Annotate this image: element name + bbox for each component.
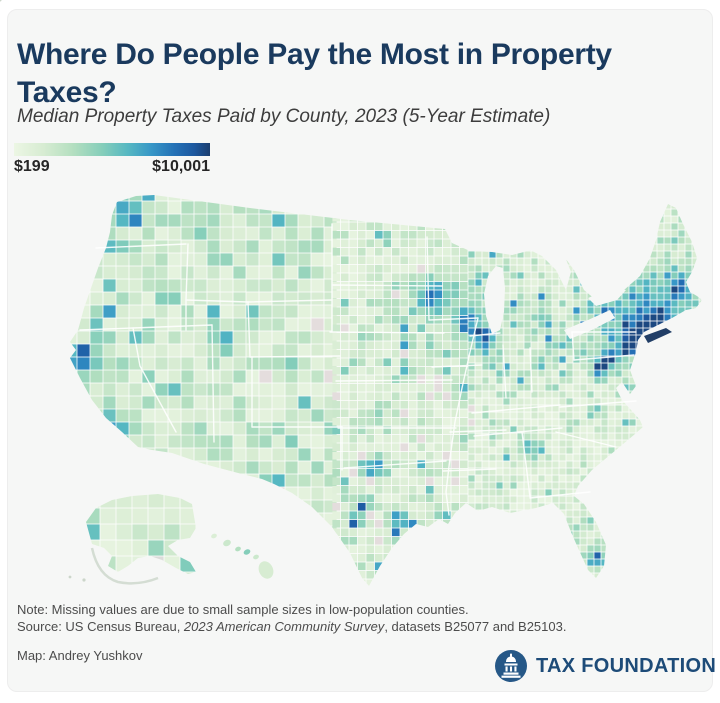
hawaii-inset bbox=[211, 533, 274, 579]
page-title: Where Do People Pay the Most in Property… bbox=[17, 38, 612, 109]
legend-max-label: $10,001 bbox=[152, 158, 210, 175]
note-line: Note: Missing values are due to small sa… bbox=[17, 602, 469, 617]
logo-text: TAX FOUNDATION bbox=[536, 654, 717, 677]
lake-ontario bbox=[588, 288, 626, 306]
map-credit: Map: Andrey Yushkov bbox=[17, 648, 143, 663]
lake-michigan bbox=[484, 266, 505, 334]
state-borders bbox=[79, 223, 637, 516]
footnotes: Note: Missing values are due to small sa… bbox=[17, 601, 566, 635]
tax-foundation-logo: TAX FOUNDATION bbox=[494, 646, 716, 686]
aleutian-islands bbox=[90, 547, 159, 585]
legend-labels: $199 $10,001 bbox=[14, 158, 210, 176]
page-subtitle: Median Property Taxes Paid by County, 20… bbox=[17, 106, 551, 127]
long-island bbox=[644, 328, 672, 343]
legend-min-label: $199 bbox=[14, 158, 50, 175]
source-line: Source: US Census Bureau, 2023 American … bbox=[17, 619, 567, 635]
lake-huron bbox=[530, 243, 571, 290]
capitol-dome-icon bbox=[495, 650, 527, 682]
legend-gradient bbox=[14, 143, 210, 156]
